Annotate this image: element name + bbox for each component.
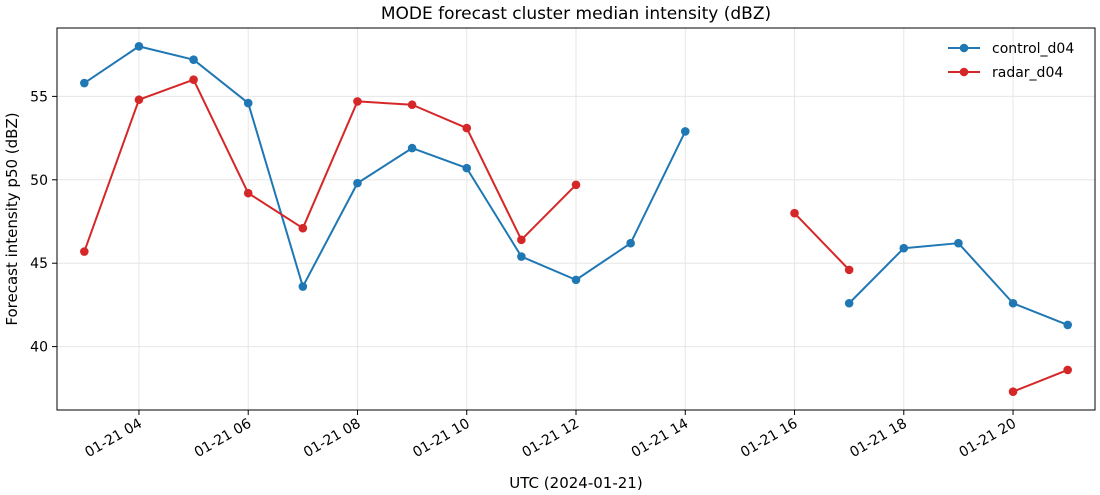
y-tick-label: 45 [30, 256, 48, 272]
data-point [80, 247, 89, 256]
data-point [134, 42, 144, 51]
data-point [353, 178, 362, 188]
data-point [517, 252, 526, 261]
data-point [571, 180, 581, 190]
x-tick-label: 01-21 20 [957, 416, 1020, 461]
y-tick-label: 55 [30, 89, 48, 105]
data-point [517, 235, 526, 245]
chart-title: MODE forecast cluster median intensity (… [381, 4, 771, 24]
series-line [83, 78, 577, 252]
grid [57, 28, 1095, 410]
data-point [1008, 298, 1018, 308]
data-point [571, 275, 581, 285]
data-point [1008, 387, 1018, 396]
y-axis-label: Forecast intensity p50 (dBZ) [3, 112, 21, 325]
data-point [298, 223, 308, 233]
x-tick-label: 01-21 06 [192, 416, 255, 461]
data-point [1063, 365, 1072, 375]
legend-label: control_d04 [992, 41, 1074, 57]
x-tick-label: 01-21 16 [738, 416, 801, 461]
data-point [189, 55, 198, 64]
x-axis-ticks: 01-21 04 01-21 06 01-21 08 01-21 10 01-21 12… [82, 410, 1019, 461]
x-tick-label: 01-21 04 [82, 416, 145, 461]
series-line [83, 45, 687, 288]
data-point [298, 282, 308, 291]
data-point [954, 238, 963, 248]
data-point [407, 143, 417, 153]
data-point [134, 95, 144, 105]
x-axis-label: UTC (2024-01-21) [509, 474, 642, 492]
x-tick-label: 01-21 10 [410, 416, 473, 461]
data-point [243, 98, 253, 108]
x-tick-label: 01-21 12 [519, 416, 582, 461]
series-line [1012, 369, 1069, 393]
data-point [189, 75, 198, 85]
data-point [844, 298, 854, 308]
legend-marker [959, 67, 969, 77]
data-point [626, 238, 635, 248]
data-point [462, 163, 472, 173]
data-point [1063, 320, 1072, 330]
x-tick-label: 01-21 18 [847, 416, 910, 461]
series-control_d04 [80, 42, 1072, 330]
data-point [844, 265, 854, 275]
data-point [243, 188, 253, 198]
data-point [80, 78, 89, 88]
data-point [680, 127, 690, 136]
series-line [848, 242, 1069, 326]
y-tick-label: 40 [30, 340, 48, 356]
legend-label: radar_d04 [992, 65, 1063, 81]
legend-marker [959, 43, 969, 53]
x-tick-label: 01-21 08 [301, 416, 364, 461]
y-axis-ticks: 40 45 50 55 [30, 89, 57, 356]
data-point [353, 97, 362, 106]
data-point [790, 208, 799, 218]
plot-series [80, 42, 1072, 396]
y-tick-label: 50 [30, 173, 48, 189]
data-point [899, 243, 909, 253]
data-point [407, 100, 417, 110]
x-tick-label: 01-21 14 [629, 416, 692, 461]
series-line [793, 212, 850, 271]
data-point [462, 123, 472, 133]
series-radar_d04 [80, 75, 1072, 396]
legend: control_d04 radar_d04 [948, 41, 1074, 81]
